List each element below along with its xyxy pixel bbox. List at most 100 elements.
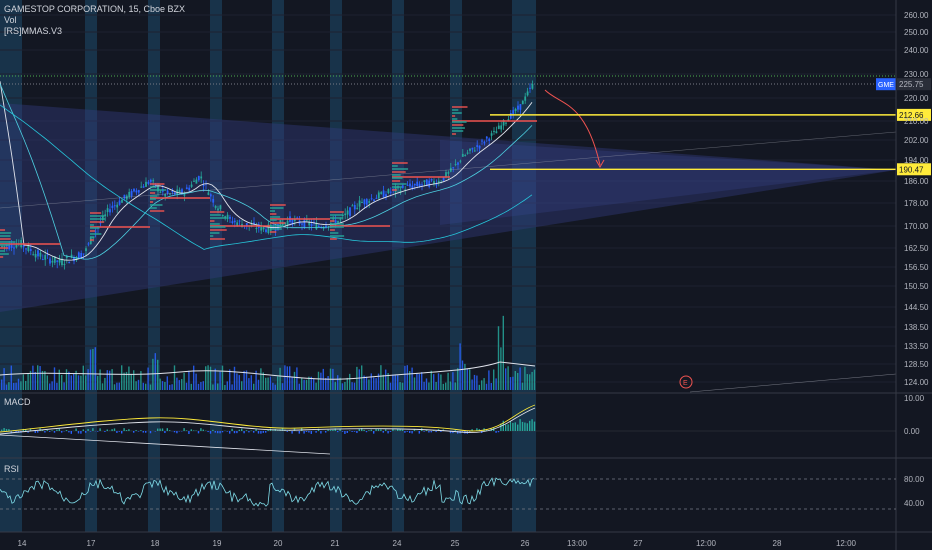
candle bbox=[461, 153, 464, 157]
macd-histogram-bar bbox=[401, 429, 404, 431]
macd-histogram-bar bbox=[39, 428, 41, 431]
volume-bar bbox=[341, 383, 344, 390]
candle bbox=[80, 253, 83, 259]
volume-bar bbox=[207, 365, 209, 390]
macd-histogram-bar bbox=[406, 431, 408, 432]
session-band-7 bbox=[450, 0, 462, 532]
candle bbox=[368, 201, 371, 203]
volume-profile-bar bbox=[0, 238, 11, 240]
volume-bar bbox=[53, 367, 56, 390]
macd-histogram-bar bbox=[44, 431, 46, 433]
candle bbox=[421, 184, 423, 186]
volume-bar bbox=[512, 376, 514, 390]
session-band-3 bbox=[210, 0, 222, 532]
candle bbox=[231, 221, 234, 224]
time-axis-tick: 28 bbox=[773, 539, 782, 548]
candle bbox=[133, 188, 135, 192]
macd-histogram-bar bbox=[41, 429, 44, 431]
macd-histogram-bar bbox=[308, 431, 310, 433]
volume-bar bbox=[313, 378, 315, 390]
volume-bar bbox=[68, 371, 70, 390]
candle bbox=[476, 145, 479, 148]
macd-histogram-bar bbox=[37, 431, 39, 433]
macd-histogram-bar bbox=[502, 420, 504, 431]
candle bbox=[365, 199, 368, 205]
candle bbox=[106, 208, 109, 213]
volume-bar bbox=[195, 373, 197, 390]
volume-bar bbox=[248, 378, 250, 390]
macd-histogram-bar bbox=[190, 429, 192, 431]
volume-bar bbox=[1, 379, 3, 390]
macd-histogram-bar bbox=[51, 430, 53, 431]
candle bbox=[495, 131, 498, 134]
volume-bar bbox=[200, 382, 202, 390]
volume-ma bbox=[0, 361, 536, 380]
volume-profile-bar bbox=[150, 207, 157, 209]
volume-bar bbox=[519, 367, 521, 390]
candle bbox=[22, 245, 25, 248]
candle bbox=[137, 190, 140, 193]
volume-bar bbox=[212, 384, 214, 390]
volume-bar bbox=[8, 382, 10, 390]
earnings-event-marker bbox=[679, 375, 693, 389]
volume-bar bbox=[320, 372, 322, 390]
candle bbox=[404, 189, 407, 191]
volume-bar bbox=[286, 366, 288, 390]
volume-bar bbox=[188, 370, 190, 390]
macd-histogram-bar bbox=[375, 428, 377, 431]
volume-profile-bar bbox=[330, 223, 344, 225]
macd-histogram-bar bbox=[370, 429, 372, 431]
macd-histogram-bar bbox=[507, 424, 509, 431]
candle bbox=[286, 220, 289, 226]
volume-profile-bar bbox=[270, 228, 282, 230]
macd-histogram-bar bbox=[212, 429, 214, 431]
candle bbox=[526, 91, 529, 96]
volume-profile-bar bbox=[392, 189, 397, 191]
candle bbox=[135, 190, 138, 193]
candle bbox=[63, 263, 66, 266]
macd-histogram-bar bbox=[202, 429, 204, 431]
candle bbox=[15, 244, 18, 248]
volume-bar bbox=[533, 369, 536, 390]
candle bbox=[500, 125, 503, 130]
volume-profile-bar bbox=[90, 221, 105, 223]
candle bbox=[245, 223, 248, 227]
candle bbox=[334, 220, 337, 225]
candle bbox=[101, 215, 104, 221]
macd-histogram-bar bbox=[61, 431, 63, 433]
candle bbox=[219, 205, 222, 209]
candle bbox=[49, 258, 51, 264]
projection-arrow bbox=[595, 159, 605, 169]
macd-histogram-bar bbox=[423, 431, 425, 432]
candle bbox=[339, 218, 342, 220]
volume-bar bbox=[44, 371, 46, 390]
volume-bar bbox=[159, 378, 161, 390]
volume-bar bbox=[358, 369, 360, 390]
macd-histogram-bar bbox=[339, 429, 341, 431]
macd-histogram-bar bbox=[123, 428, 125, 431]
candle bbox=[123, 194, 126, 199]
volume-bar bbox=[37, 365, 39, 390]
candle bbox=[229, 216, 231, 219]
time-axis-tick: 26 bbox=[521, 539, 530, 548]
candle bbox=[214, 205, 217, 208]
macd-histogram-bar bbox=[519, 419, 521, 431]
volume-profile-bar bbox=[150, 210, 165, 212]
candle bbox=[46, 254, 49, 256]
volume-bar bbox=[231, 384, 233, 390]
macd-histogram-bar bbox=[154, 431, 156, 432]
macd-histogram-bar bbox=[320, 431, 322, 434]
volume-bar bbox=[241, 381, 243, 390]
candle bbox=[3, 246, 6, 248]
volume-profile-bar bbox=[90, 239, 94, 241]
volume-bar bbox=[214, 368, 216, 390]
macd-histogram-bar bbox=[361, 428, 363, 431]
macd-histogram-bar bbox=[433, 430, 435, 431]
candle bbox=[490, 133, 493, 136]
volume-bar bbox=[61, 375, 63, 390]
macd-histogram-bar bbox=[399, 428, 401, 431]
candle bbox=[344, 213, 347, 216]
volume-bar bbox=[437, 373, 440, 390]
triangle-wedge bbox=[0, 103, 896, 312]
